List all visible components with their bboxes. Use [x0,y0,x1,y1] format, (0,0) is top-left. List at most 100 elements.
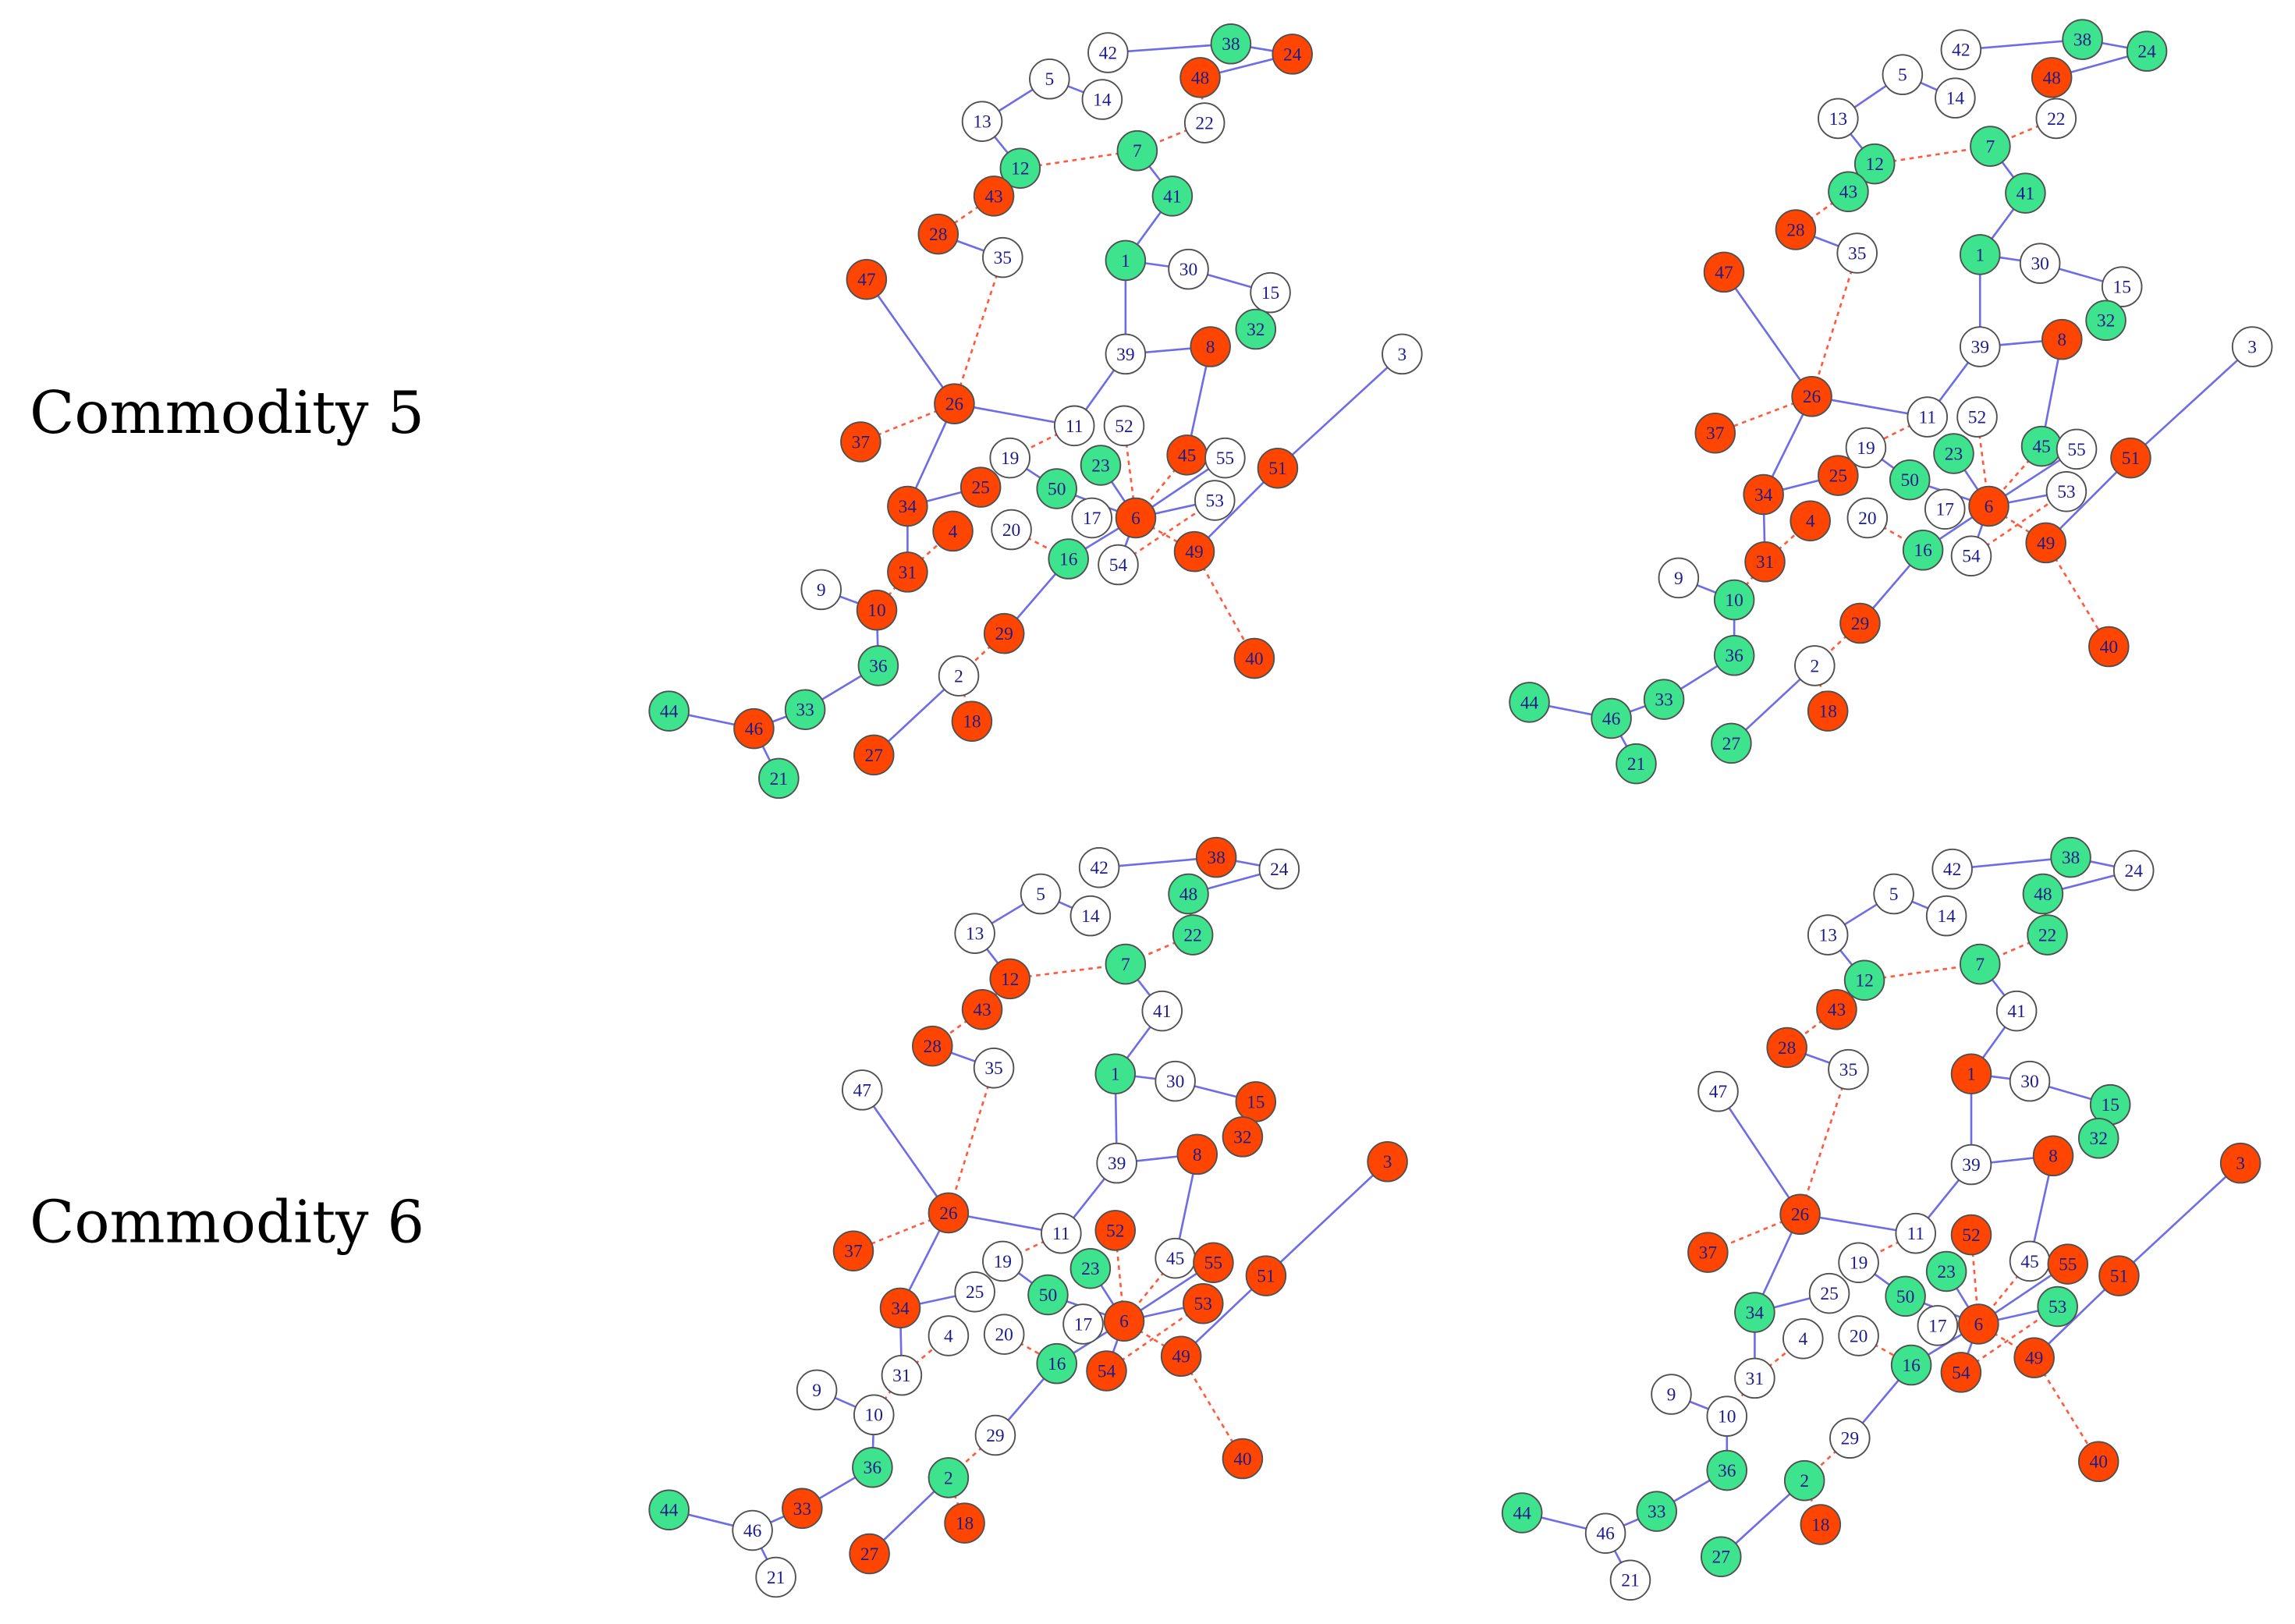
node-8: 8 [2041,318,2083,360]
network-graph: 1234567891011121314151617181920212223242… [648,836,1408,1598]
dashed-edge-48-22 [2041,893,2048,935]
node-51: 51 [1245,1255,1287,1296]
node-label: 29 [986,1426,1004,1446]
node-label: 34 [899,497,917,517]
node-circle [989,437,1030,479]
node-label: 12 [1865,154,1883,175]
node-47: 47 [1703,251,1745,293]
node-label: 54 [1962,547,1981,567]
node-label: 22 [1183,925,1201,945]
node-circle [1173,530,1215,573]
node-label: 16 [1902,1356,1921,1376]
node-circle [1053,405,1095,447]
node-48: 48 [2031,57,2073,98]
node-circle [1791,376,1832,417]
node-circle [1960,234,2001,275]
node-label: 5 [1889,885,1899,905]
node-45: 45 [2009,1240,2051,1282]
dashed-edge-52-6 [1976,417,1990,507]
node-label: 41 [1153,1002,1171,1022]
node-label: 38 [1222,34,1240,55]
node-layer: 1234567891011121314151617181920212223242… [1501,836,2261,1601]
node-label: 53 [1206,491,1224,511]
node-label: 42 [1943,860,1961,880]
node-label: 17 [1083,509,1101,529]
node-circle [928,1315,970,1356]
node-circle [1713,635,1755,676]
node-label: 21 [770,769,788,789]
node-label: 41 [2007,1002,2025,1022]
node-55: 55 [2047,1243,2089,1285]
node-47: 47 [846,258,888,300]
node-label: 32 [2089,1129,2107,1149]
node-label: 28 [929,225,947,245]
node-label: 33 [796,700,814,721]
node-46: 46 [1591,697,1632,739]
node-label: 55 [2067,440,2085,460]
node-circle [2085,300,2127,342]
dashed-edge-52-6 [1970,1234,1980,1324]
node-22: 22 [1172,914,1214,956]
node-circle [857,645,899,686]
node-label: 18 [1811,1515,1829,1535]
node-2: 2 [938,655,980,697]
node-circle [849,1533,890,1575]
network-graph: 1234567891011121314151617181920212223242… [1501,836,2261,1601]
node-33: 33 [784,689,826,730]
node-label: 42 [1952,41,1970,61]
node-50: 50 [1027,1274,1069,1316]
node-48: 48 [1179,57,1221,98]
node-label: 42 [1099,43,1117,63]
node-13: 13 [961,101,1003,142]
node-36: 36 [1706,1449,1748,1491]
node-11: 11 [1053,405,1095,447]
node-44: 44 [648,690,690,732]
node-label: 14 [1946,89,1965,109]
node-circle [1775,209,1817,250]
node-label: 32 [2097,311,2115,332]
node-circle [1651,1374,1692,1415]
node-circle [1176,1133,1218,1175]
node-9: 9 [1658,557,1700,599]
node-label: 51 [1257,1267,1275,1287]
node-label: 36 [869,656,888,676]
node-label: 31 [1746,1369,1764,1389]
node-43: 43 [1816,988,1857,1030]
node-47: 47 [841,1069,883,1111]
node-label: 4 [949,522,958,542]
node-39: 39 [1105,333,1147,375]
node-circle [1636,1491,1677,1532]
node-25: 25 [1808,1272,1850,1314]
node-circle [973,176,1015,217]
node-26: 26 [1779,1193,1821,1236]
node-label: 24 [2137,42,2156,62]
node-label: 9 [1667,1385,1676,1405]
solid-edge-47-26 [1717,1090,1801,1215]
node-label: 33 [1648,1502,1665,1523]
node-circle [1616,743,1657,785]
node-circle [951,700,993,742]
node-circle [1105,943,1147,985]
node-circle [1828,171,1869,212]
node-51: 51 [1257,447,1299,489]
node-47: 47 [1697,1070,1739,1112]
node-28: 28 [1766,1027,1807,1069]
node-14: 14 [1925,895,1967,937]
node-37: 37 [832,1230,874,1271]
node-circle [1846,497,1889,539]
node-label: 13 [973,112,991,133]
node-label: 44 [1520,693,1539,713]
node-label: 40 [1233,1449,1251,1470]
node-circle [1706,1449,1748,1491]
node-label: 16 [1048,1354,1066,1374]
node-label: 3 [2236,1154,2245,1174]
node-circle [1960,943,2001,985]
node-circle [1960,326,2001,367]
node-circle [1853,143,1896,185]
node-6: 6 [1103,1300,1145,1342]
node-label: 34 [1746,1303,1765,1323]
node-circle [1658,557,1700,599]
node-label: 5 [1036,885,1045,905]
node-circle [1940,1352,1982,1393]
node-2: 2 [1794,645,1836,686]
